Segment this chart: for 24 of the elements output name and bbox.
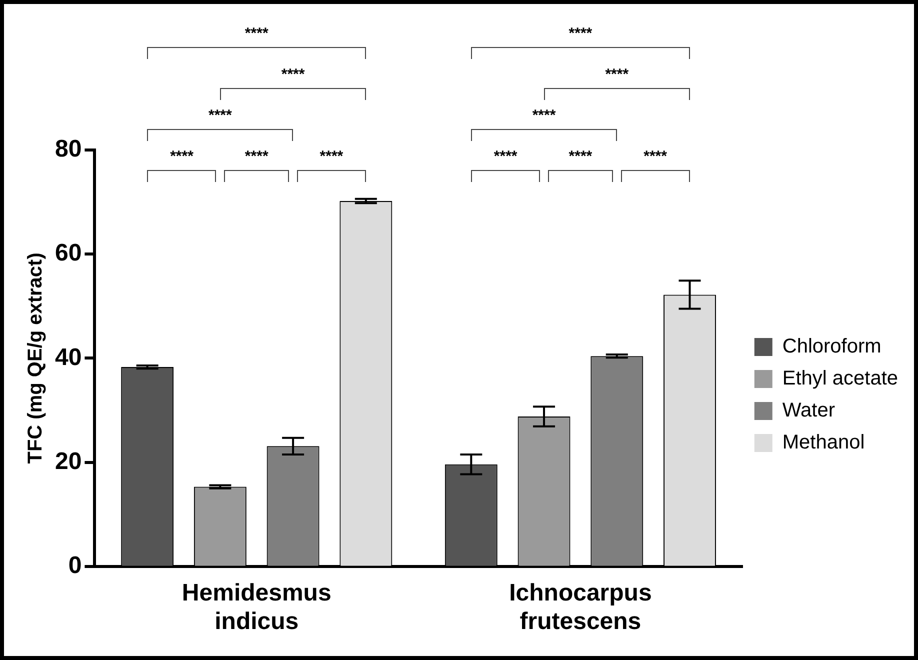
annotation: ****	[568, 148, 592, 165]
x-tick-label: Ichnocarpus frutescens	[509, 579, 652, 636]
legend-label: Methanol	[782, 432, 865, 454]
y-tick-label: 0	[68, 552, 82, 580]
text: ****	[532, 107, 556, 124]
y-tick-label: 40	[54, 344, 82, 371]
y-tick-label: 20	[54, 448, 82, 475]
text: ****	[208, 107, 232, 124]
y-tick-label: 80	[54, 136, 82, 163]
x-tick-label: Hemidesmus indicus	[182, 579, 332, 636]
legend-label: Chloroform	[782, 336, 882, 358]
y-tick-label: 60	[54, 240, 82, 267]
text: ****	[244, 25, 268, 42]
text: ****	[281, 66, 305, 83]
annotation: ****	[320, 148, 344, 165]
y-axis-title: TFC (mg QE/g extract)	[24, 252, 47, 464]
annotation: ****	[644, 148, 667, 165]
text: ****	[568, 25, 592, 42]
legend-label: Ethyl acetate	[782, 368, 898, 390]
legend-label: Water	[782, 400, 836, 422]
annotation: ****	[170, 148, 194, 165]
text: ****	[605, 66, 629, 83]
annotation: ****	[494, 148, 518, 165]
annotation: ****	[244, 148, 268, 165]
